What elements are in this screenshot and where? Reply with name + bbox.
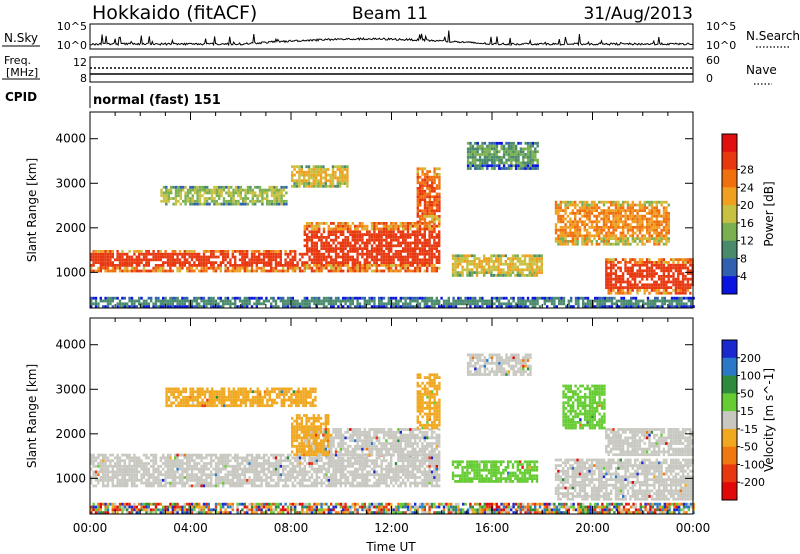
nsky-tick-bottom: 10^0 [57, 39, 87, 52]
x-tick-label: 08:00 [274, 521, 309, 535]
nsearch-tick-top: 10^5 [706, 20, 736, 33]
velocity-echo-band [451, 460, 539, 483]
cpid-value: normal (fast) 151 [93, 93, 221, 108]
x-axis-label: Time UT [365, 540, 416, 554]
velocity-echo-band [291, 414, 330, 457]
colorbar-swatch [722, 187, 737, 206]
colorbar-tick-label: 4 [740, 270, 747, 283]
y-tick-label: 2000 [55, 221, 86, 235]
x-tick-label: 16:00 [475, 521, 510, 535]
colorbar-label: Power [dB] [762, 181, 776, 246]
velocity-echo-band [416, 373, 441, 430]
y-axis-label: Slant Range [km] [25, 158, 39, 262]
y-tick-label: 3000 [55, 382, 86, 396]
colorbar-swatch [722, 393, 737, 412]
power-panel: 1000 2000 3000 4000 Slant Range [km] 4 8 12 16 2… [25, 111, 776, 309]
y-axis-label: Slant Range [km] [25, 364, 39, 468]
colorbar-label: Velocity [m s^-1] [762, 368, 776, 472]
colorbar-swatch [722, 169, 737, 188]
velocity-echo-band [90, 453, 441, 488]
nsky-label: N.Sky [4, 31, 38, 45]
colorbar-tick-label: -200 [740, 476, 765, 489]
velocity-echo-band [605, 428, 694, 457]
y-tick-label: 4000 [55, 132, 86, 146]
velocity-echo-band [165, 387, 317, 408]
colorbar-tick-label: 50 [740, 387, 754, 400]
nave-tick-top: 60 [706, 54, 720, 67]
colorbar-tick-label: 12 [740, 235, 754, 248]
colorbar-swatch [722, 340, 737, 359]
colorbar-tick-label: 15 [740, 405, 754, 418]
beam-title: Beam 11 [352, 4, 428, 24]
power-echo-band [291, 165, 349, 188]
velocity-panel: 1000 2000 3000 4000 00:00 04:00 08:00 12:00 16:0… [25, 317, 776, 535]
power-echo-band [451, 254, 543, 277]
nave-tick-bottom: 0 [706, 72, 713, 85]
colorbar-swatch [722, 240, 737, 259]
velocity-echo-band [90, 502, 695, 514]
colorbar-tick-label: 8 [740, 252, 747, 265]
x-tick-label: 20:00 [575, 521, 610, 535]
colorbar-tick-label: -100 [740, 458, 765, 471]
nsky-trace-line [89, 30, 693, 47]
colorbar-swatch [722, 205, 737, 224]
colorbar-swatch [722, 446, 737, 465]
power-echo-band [160, 185, 288, 206]
colorbar-swatch [722, 222, 737, 242]
nsky-strip: N.Sky 10^5 10^0 10^5 10^0 N.Search [2, 20, 800, 52]
velocity-echo-band [466, 353, 532, 376]
colorbar-swatch [722, 151, 737, 171]
power-echo-band [554, 200, 670, 246]
x-tick-label: 04:00 [173, 521, 208, 535]
colorbar-swatch [722, 375, 737, 394]
y-tick-label: 1000 [55, 471, 86, 485]
colorbar-tick-label: 200 [740, 352, 761, 365]
power-echo-band [303, 222, 441, 273]
colorbar-tick-label: 16 [740, 217, 754, 230]
colorbar-swatch [722, 134, 737, 153]
nsky-tick-top: 10^5 [57, 20, 87, 33]
freq-tick-bottom: 8 [80, 72, 87, 85]
x-tick-label: 00:00 [73, 521, 108, 535]
y-tick-label: 1000 [55, 265, 86, 279]
power-echo-band [90, 250, 304, 273]
colorbar-swatch [722, 464, 737, 483]
y-tick-label: 3000 [55, 176, 86, 190]
power-echo-band [416, 167, 441, 224]
colorbar-swatch [722, 411, 737, 430]
velocity-echo-band [554, 458, 694, 501]
freq-strip: Freq. [MHz] 12 8 60 0 Nave [2, 54, 777, 85]
y-tick-label: 2000 [55, 427, 86, 441]
y-tick-label: 4000 [55, 338, 86, 352]
freq-label: Freq. [4, 54, 31, 67]
colorbar-tick-label: 24 [740, 181, 754, 194]
colorbar-tick-label: 100 [740, 370, 761, 383]
x-tick-label: 12:00 [374, 521, 409, 535]
colorbar-swatch [722, 482, 737, 501]
cpid-label: CPID [5, 90, 37, 104]
power-echo-band [466, 141, 539, 170]
colorbar-tick-label: 28 [740, 164, 754, 177]
x-tick-label: 00:00 [676, 521, 711, 535]
station-title: Hokkaido (fitACF) [92, 2, 257, 24]
colorbar-tick-label: -15 [740, 423, 758, 436]
freq-tick-top: 12 [73, 56, 87, 69]
freq-unit: [MHz] [6, 66, 38, 79]
colorbar-swatch [722, 428, 737, 448]
nave-label: Nave [746, 63, 777, 77]
nsearch-label: N.Search [746, 29, 800, 43]
nsearch-tick-bottom: 10^0 [706, 39, 736, 52]
colorbar-swatch [722, 276, 737, 295]
date-title: 31/Aug/2013 [583, 4, 693, 24]
colorbar-swatch [722, 357, 737, 377]
colorbar-tick-label: -50 [740, 441, 758, 454]
power-echo-band [605, 258, 694, 295]
velocity-echo-band [562, 384, 606, 430]
colorbar-tick-label: 20 [740, 199, 754, 212]
power-echo-band [90, 296, 695, 308]
colorbar-swatch [722, 258, 737, 277]
